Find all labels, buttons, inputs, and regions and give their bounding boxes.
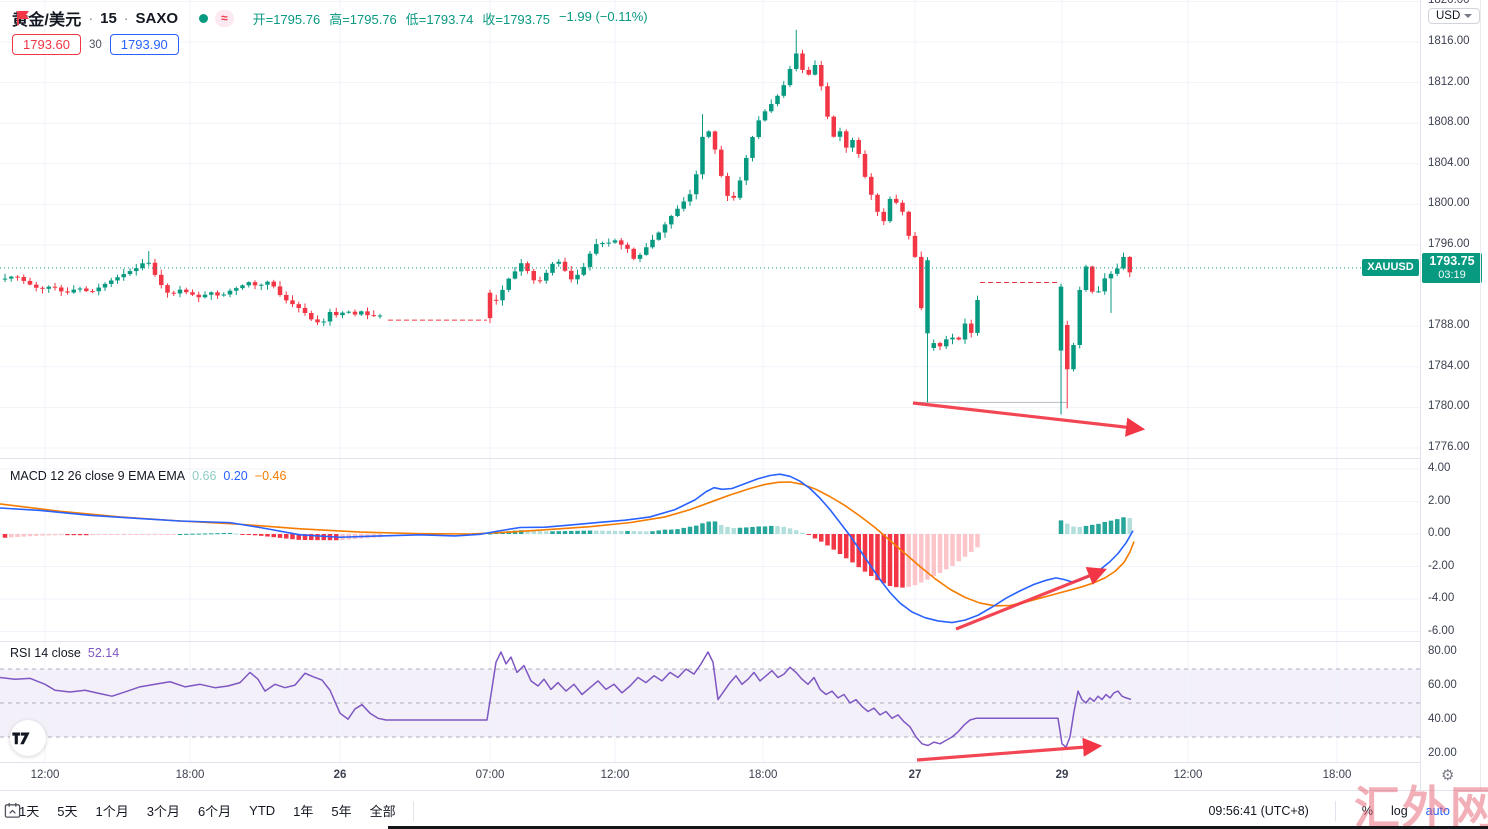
tradingview-logo[interactable] xyxy=(10,720,46,756)
price-axis-label: 1776.00 xyxy=(1428,441,1470,453)
range-button-4[interactable]: 6个月 xyxy=(189,796,240,825)
time-axis-label[interactable]: 12:00 xyxy=(1173,769,1203,781)
time-axis-label[interactable]: 12:00 xyxy=(600,769,630,781)
macd-axis-label: 2.00 xyxy=(1428,494,1451,507)
rsi-axis-label: 40.00 xyxy=(1428,713,1457,725)
currency-label: USD xyxy=(1436,10,1461,22)
macd-axis-label: -6.00 xyxy=(1428,624,1455,637)
chevron-down-icon xyxy=(1464,14,1473,18)
time-axis-label[interactable]: 18:00 xyxy=(175,769,205,781)
macd-line-value: 0.20 xyxy=(223,469,248,483)
time-axis-label[interactable]: 18:00 xyxy=(748,769,778,781)
rsi-axis-label: 20.00 xyxy=(1428,747,1457,759)
time-axis[interactable]: 12:00 18:00 26 07:00 12:00 18:00 27 29 12:00 18:0… xyxy=(0,762,1488,790)
symbol-title[interactable]: 黄金/美元 xyxy=(12,12,82,29)
axis-edge-line xyxy=(1480,0,1481,790)
tv-logo-icon xyxy=(12,732,30,745)
macd-axis-label: -4.00 xyxy=(1428,592,1455,604)
panel-divider[interactable] xyxy=(0,458,1488,459)
date-range-group: 1天 5天 1个月 3个月 6个月 YTD 1年 5年 全部 xyxy=(10,796,405,825)
currency-selector[interactable]: USD xyxy=(1428,8,1481,24)
auto-scale-button[interactable]: auto xyxy=(1425,803,1450,818)
exchange-label: SAXO xyxy=(135,9,178,27)
goto-date-calendar-icon[interactable] xyxy=(4,802,21,819)
price-axis-label: 1812.00 xyxy=(1428,75,1470,88)
bottom-window-edge xyxy=(388,826,1488,829)
macd-signal-value: −0.46 xyxy=(254,469,287,483)
time-axis-label[interactable]: 27 xyxy=(908,769,922,781)
toolbar-divider xyxy=(1334,800,1336,821)
range-button-5[interactable]: YTD xyxy=(240,798,284,823)
range-button-3[interactable]: 3个月 xyxy=(138,796,189,825)
symbol-price-flag: XAUUSD xyxy=(1362,259,1419,277)
macd-axis-label: 0.00 xyxy=(1428,527,1451,539)
spread-value: 30 xyxy=(89,38,102,51)
time-axis-label[interactable]: 18:00 xyxy=(1322,769,1352,781)
rsi-value: 52.14 xyxy=(87,646,120,660)
log-scale-button[interactable]: log xyxy=(1390,803,1408,818)
price-axis-label: 1808.00 xyxy=(1428,116,1470,129)
range-button-1[interactable]: 5天 xyxy=(48,796,86,825)
price-axis-label: 1804.00 xyxy=(1428,156,1470,169)
last-price: 1793.75 xyxy=(1429,253,1475,268)
current-price-badge: 1793.75 03:19 xyxy=(1422,252,1482,283)
separator-dot: · xyxy=(123,10,129,26)
range-button-7[interactable]: 5年 xyxy=(322,796,360,825)
price-axis-label: 1784.00 xyxy=(1428,359,1470,372)
panel-divider[interactable] xyxy=(0,641,1488,642)
range-button-0[interactable]: 1天 xyxy=(10,796,48,825)
bottom-toolbar: 1天 5天 1个月 3个月 6个月 YTD 1年 5年 全部 09:56:41 (UTC+8) … xyxy=(0,790,1488,829)
macd-indicator-label[interactable]: MACD 12 26 close 9 EMA EMA 0.66 0.20 −0.… xyxy=(10,469,286,483)
price-axis-label: 1788.00 xyxy=(1428,319,1470,332)
rsi-title[interactable]: RSI 14 close xyxy=(10,646,81,660)
market-status-icon[interactable] xyxy=(199,13,208,23)
buy-button[interactable]: 1793.90 xyxy=(109,34,179,55)
macd-panel[interactable] xyxy=(0,458,1420,641)
percent-scale-button[interactable]: % xyxy=(1361,803,1373,818)
sell-button[interactable]: 1793.60 xyxy=(12,34,81,55)
interval-label[interactable]: 15 xyxy=(100,9,117,27)
rsi-axis-label: 80.00 xyxy=(1428,645,1457,657)
gear-icon[interactable]: ⚙ xyxy=(1441,767,1455,784)
range-button-8[interactable]: 全部 xyxy=(361,796,405,825)
macd-hist-value: 0.66 xyxy=(192,469,217,483)
time-axis-label[interactable]: 26 xyxy=(333,769,347,781)
range-button-6[interactable]: 1年 xyxy=(284,796,322,825)
ohlc-values: 开=1795.76 高=1795.76 低=1793.74 收=1793.75 … xyxy=(252,8,648,27)
time-axis-label[interactable]: 29 xyxy=(1055,769,1069,781)
macd-axis-label: 4.00 xyxy=(1428,462,1451,474)
price-chart-panel[interactable] xyxy=(0,0,1420,458)
toolbar-right-group: 09:56:41 (UTC+8) % log auto xyxy=(1208,800,1450,821)
price-axis-label: 1816.00 xyxy=(1428,35,1470,47)
price-axis-label: 1820.00 xyxy=(1428,0,1470,7)
approx-data-icon[interactable]: ≈ xyxy=(215,9,234,27)
chart-header: 黄金/美元 · 15 · SAXO ≈ 开=1795.76 高=1795.76 … xyxy=(12,6,648,55)
clock-label[interactable]: 09:56:41 (UTC+8) xyxy=(1208,803,1309,818)
separator-dot: · xyxy=(88,10,94,26)
time-axis-label[interactable]: 07:00 xyxy=(475,769,505,781)
macd-axis-label: -2.00 xyxy=(1428,559,1455,572)
macd-title[interactable]: MACD 12 26 close 9 EMA EMA xyxy=(10,469,186,483)
bar-countdown: 03:19 xyxy=(1438,268,1466,281)
change-value: −1.99 (−0.11%) xyxy=(558,8,648,24)
toolbar-divider xyxy=(412,800,414,821)
price-axis-label: 1796.00 xyxy=(1428,238,1470,250)
range-button-2[interactable]: 1个月 xyxy=(86,796,137,825)
rsi-axis-label: 60.00 xyxy=(1428,679,1457,691)
flag-icon[interactable] xyxy=(16,10,31,26)
price-axis-label: 1780.00 xyxy=(1428,400,1470,413)
price-axis[interactable]: USD 1820.00 1816.00 1812.00 1808.00 1804.00 1… xyxy=(1420,0,1488,790)
panel-divider xyxy=(0,762,1488,763)
rsi-panel[interactable] xyxy=(0,641,1420,762)
time-axis-label[interactable]: 12:00 xyxy=(30,769,60,781)
rsi-indicator-label[interactable]: RSI 14 close 52.14 xyxy=(10,646,119,660)
price-axis-label: 1800.00 xyxy=(1428,197,1470,210)
